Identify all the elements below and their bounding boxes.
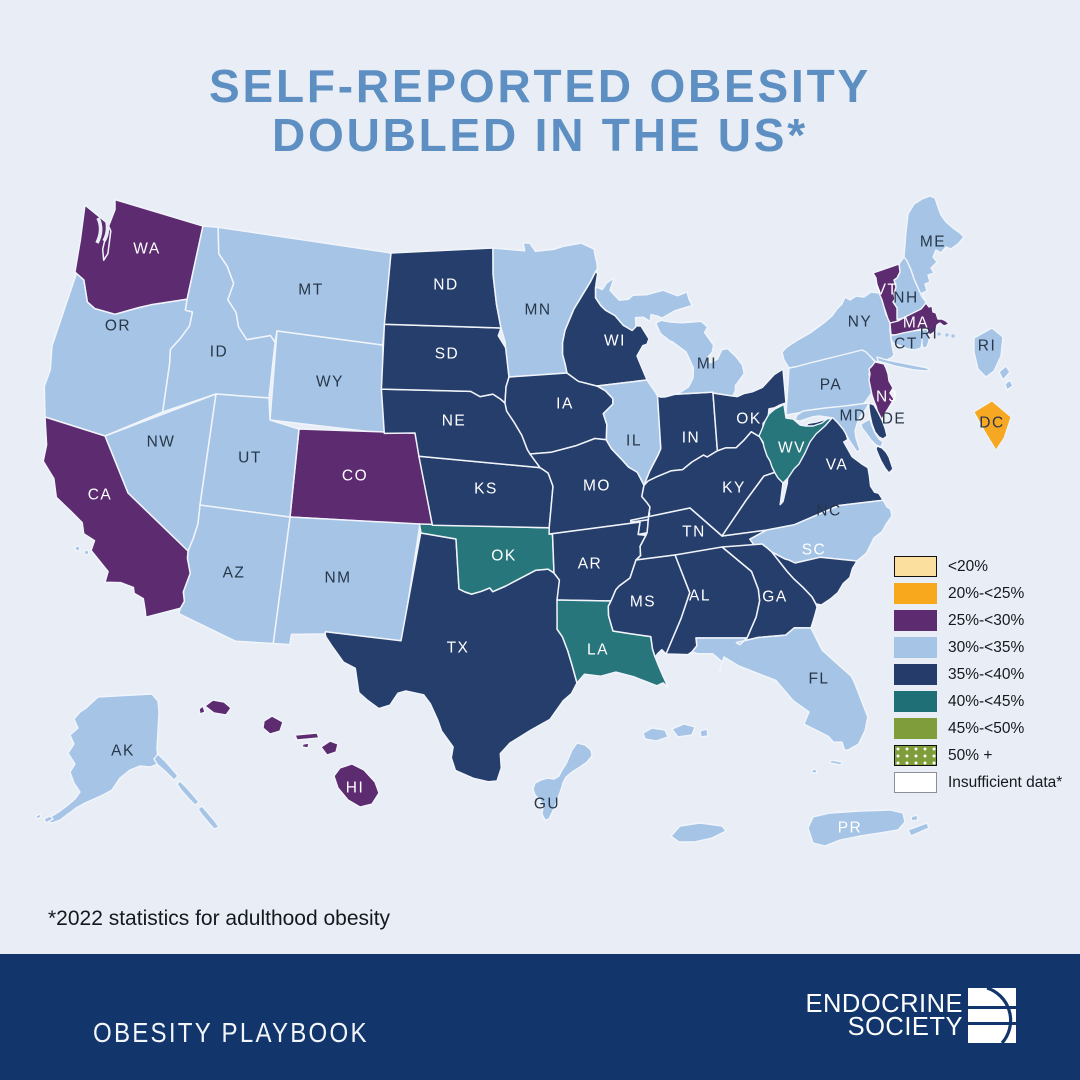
svg-text:VT: VT	[876, 282, 899, 299]
svg-text:NE: NE	[442, 413, 467, 430]
svg-text:UT: UT	[238, 450, 262, 467]
svg-text:ME: ME	[920, 234, 946, 251]
svg-text:NM: NM	[324, 570, 351, 587]
svg-text:WI: WI	[604, 333, 626, 350]
svg-text:ENDOCRINE: ENDOCRINE	[805, 990, 963, 1018]
svg-text:SC: SC	[802, 542, 827, 559]
svg-text:MA: MA	[903, 315, 929, 332]
svg-text:MT: MT	[298, 282, 323, 299]
svg-text:AZ: AZ	[223, 565, 246, 582]
svg-text:OK: OK	[491, 548, 516, 565]
svg-text:PA: PA	[820, 377, 843, 394]
svg-text:PR: PR	[838, 820, 863, 837]
svg-text:KS: KS	[474, 481, 498, 498]
svg-text:OK: OK	[736, 411, 761, 428]
svg-text:IL: IL	[626, 433, 642, 450]
svg-text:MI: MI	[697, 356, 717, 373]
svg-text:RI: RI	[978, 338, 997, 355]
svg-text:KY: KY	[722, 480, 746, 497]
svg-text:FL: FL	[808, 671, 829, 688]
svg-text:CT: CT	[894, 336, 918, 353]
svg-text:DC: DC	[979, 415, 1004, 432]
svg-text:AL: AL	[689, 588, 711, 605]
svg-text:MS: MS	[630, 594, 656, 611]
svg-text:GU: GU	[534, 796, 560, 813]
svg-text:IN: IN	[682, 430, 701, 447]
svg-text:NH: NH	[893, 290, 918, 307]
svg-text:ND: ND	[433, 277, 458, 294]
svg-text:TN: TN	[682, 524, 706, 541]
svg-text:MO: MO	[583, 478, 611, 495]
svg-text:TX: TX	[447, 640, 470, 657]
svg-text:GA: GA	[762, 589, 787, 606]
svg-text:DE: DE	[882, 411, 907, 428]
svg-text:RI: RI	[920, 326, 939, 343]
svg-text:LA: LA	[587, 642, 609, 659]
svg-text:OR: OR	[105, 318, 131, 335]
svg-text:ID: ID	[210, 344, 229, 361]
svg-text:CA: CA	[88, 487, 113, 504]
svg-text:MN: MN	[524, 302, 551, 319]
svg-text:AR: AR	[578, 556, 603, 573]
svg-text:NC: NC	[816, 503, 841, 520]
svg-text:SD: SD	[435, 346, 460, 363]
svg-text:WY: WY	[316, 374, 344, 391]
svg-text:NY: NY	[848, 314, 873, 331]
svg-text:VA: VA	[826, 457, 849, 474]
svg-text:HI: HI	[346, 780, 365, 797]
svg-text:NJ: NJ	[876, 389, 898, 406]
svg-text:IA: IA	[556, 396, 574, 413]
svg-text:WV: WV	[778, 440, 806, 457]
svg-text:NW: NW	[147, 434, 176, 451]
svg-text:WA: WA	[133, 241, 160, 258]
svg-text:MD: MD	[839, 408, 866, 425]
svg-text:SOCIETY: SOCIETY	[848, 1013, 963, 1041]
svg-text:CO: CO	[342, 468, 368, 485]
svg-text:AK: AK	[111, 743, 135, 760]
